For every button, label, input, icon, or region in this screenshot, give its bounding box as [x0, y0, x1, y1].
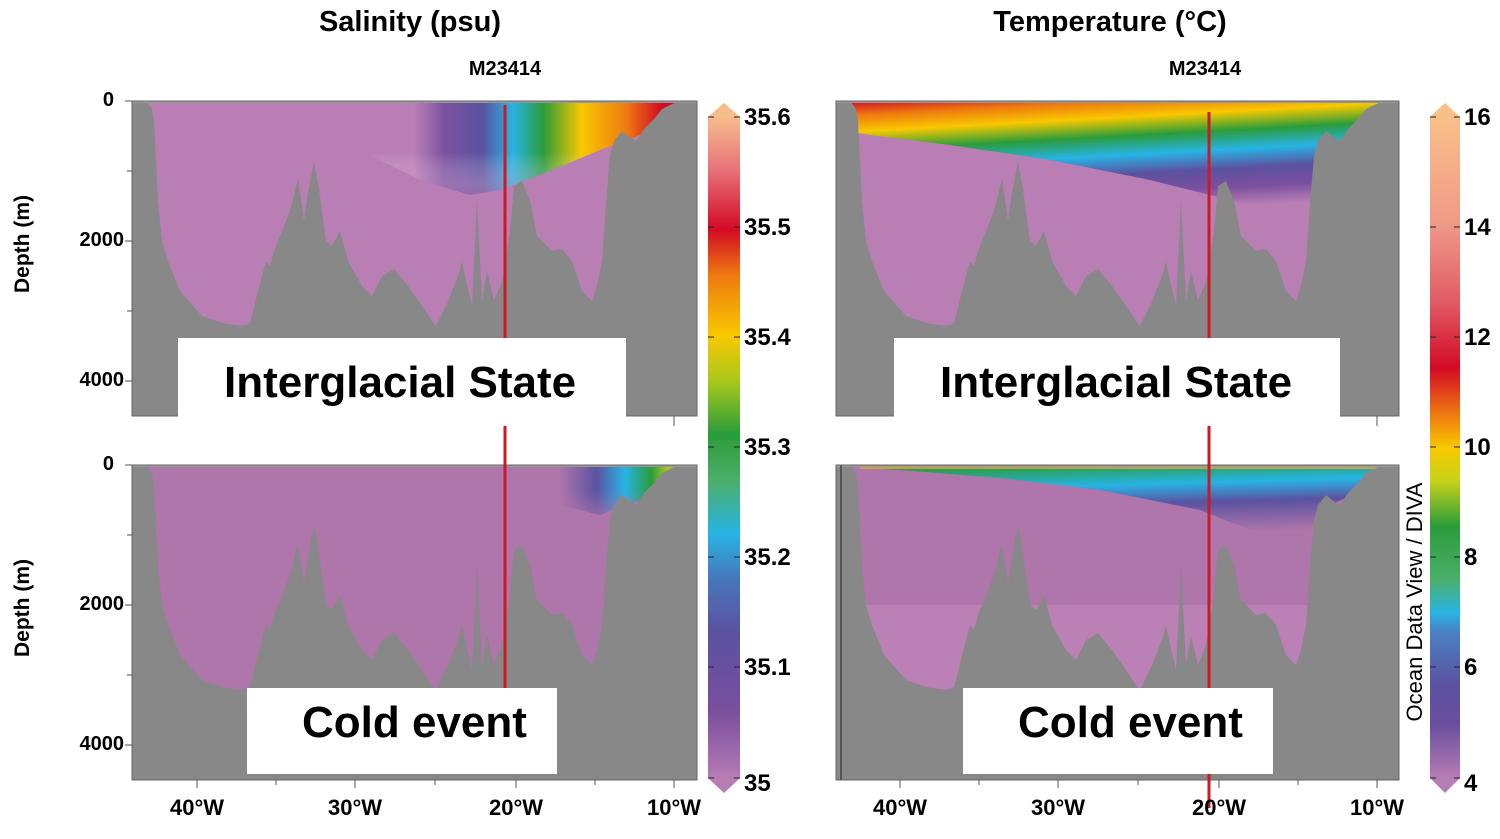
- y-tick-label: 0: [102, 453, 114, 475]
- temperature-colorbar-tick: 14: [1464, 214, 1491, 241]
- station-label-salinity: M23414: [468, 58, 542, 80]
- state-box-salinity-interglacial: Interglacial State: [178, 338, 626, 418]
- salinity-colorbar-tick: 35.4: [744, 324, 791, 351]
- state-box-temperature-cold: Cold event: [963, 688, 1273, 774]
- odv-credit: Ocean Data View / DIVA: [1402, 482, 1427, 722]
- x-tick-label: 40°W: [169, 795, 225, 820]
- x-tick-label: 20°W: [1191, 795, 1247, 820]
- y-axis-label: Depth (m): [11, 195, 34, 293]
- y-tick-label: 4000: [79, 369, 125, 391]
- salinity-colorbar-tick: 35.5: [744, 214, 791, 241]
- surface-line: [836, 465, 1399, 467]
- salinity-layer-fade: [300, 101, 680, 195]
- left-edge-line: [840, 465, 842, 780]
- temperature-colorbar-tick: 16: [1464, 104, 1491, 131]
- y-tick-label: 2000: [79, 593, 125, 615]
- state-label: Interglacial State: [940, 358, 1293, 407]
- salinity-colorbar-tick: 35.2: [744, 544, 791, 571]
- frame-bottom-left: [131, 464, 698, 781]
- y-tick-label: 4000: [79, 733, 125, 755]
- colorbar-max-arrow: [1430, 103, 1460, 117]
- temperature-colorbar-tick: 4: [1464, 770, 1478, 797]
- temperature-title: Temperature (°C): [993, 6, 1227, 38]
- temperature-colorbar-tick: 10: [1464, 434, 1491, 461]
- y-ticks: [125, 100, 132, 746]
- salinity-colorbar-tick: 35.6: [744, 104, 791, 131]
- state-label: Cold event: [302, 698, 527, 747]
- x-tick-label: 30°W: [1030, 795, 1086, 820]
- salinity-title: Salinity (psu): [318, 6, 502, 38]
- surface-line: [132, 465, 697, 467]
- colorbar-max-arrow: [708, 103, 740, 117]
- state-label: Interglacial State: [224, 358, 577, 407]
- colorbar-min-arrow: [708, 778, 740, 793]
- temperature-colorbar-tick: 12: [1464, 324, 1491, 351]
- salinity-colorbar-tick: 35.3: [744, 434, 791, 461]
- x-tick-label: 40°W: [872, 795, 928, 820]
- colorbar-min-arrow: [1430, 778, 1460, 793]
- temperature-upper-layer: [840, 101, 1385, 220]
- state-label: Cold event: [1018, 698, 1243, 747]
- y-axis-label: Depth (m): [11, 559, 34, 657]
- surface-line: [836, 101, 1399, 103]
- state-box-temperature-interglacial: Interglacial State: [894, 338, 1340, 418]
- x-tick-label: 10°W: [646, 795, 702, 820]
- temperature-colorbar-tick: 8: [1464, 544, 1478, 571]
- y-tick-label: 2000: [79, 229, 125, 251]
- frame-bottom-right: [835, 464, 1400, 781]
- temperature-colorbar: [1430, 103, 1460, 793]
- x-ticks: [196, 416, 1378, 788]
- x-tick-label: 30°W: [327, 795, 383, 820]
- state-box-salinity-cold: Cold event: [247, 688, 557, 774]
- temperature-colorbar-tick: 6: [1464, 654, 1478, 681]
- surface-line: [132, 101, 697, 103]
- y-tick-label: 0: [102, 89, 114, 111]
- salinity-colorbar-tick: 35.1: [744, 654, 791, 681]
- temperature-upper-layer: [860, 465, 1385, 540]
- station-label-temperature: M23414: [1168, 58, 1242, 80]
- salinity-colorbar-tick: 35: [744, 770, 771, 797]
- x-tick-label: 20°W: [488, 795, 544, 820]
- salinity-colorbar: [708, 103, 740, 793]
- x-tick-label: 10°W: [1349, 795, 1405, 820]
